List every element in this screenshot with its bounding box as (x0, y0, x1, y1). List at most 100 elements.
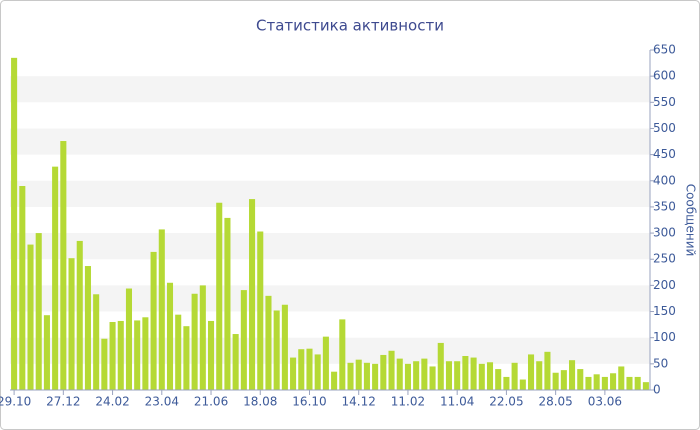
bar (585, 376, 592, 390)
grid-band (10, 128, 650, 155)
bar (626, 376, 633, 390)
bar (175, 314, 182, 390)
bar (93, 294, 100, 390)
bar (478, 363, 485, 390)
x-tick-label: 23.04 (145, 395, 179, 409)
y-tick-label: 500 (653, 121, 676, 135)
bar (134, 320, 141, 390)
bar (207, 320, 215, 390)
bar (290, 357, 297, 390)
bar (363, 362, 370, 390)
bar (421, 358, 428, 390)
y-tick-label: 650 (653, 43, 676, 57)
bar (503, 376, 510, 390)
x-tick-label: 22.05 (489, 395, 523, 409)
bar (569, 360, 576, 390)
bar (224, 217, 231, 390)
bar (232, 334, 239, 390)
bar (60, 141, 67, 390)
bar (462, 356, 469, 390)
bar (552, 372, 559, 390)
bar (331, 371, 338, 390)
bar (117, 320, 124, 390)
bar (265, 295, 272, 390)
bar (413, 361, 420, 390)
bar (445, 361, 453, 390)
bar (544, 351, 551, 390)
y-tick-label: 350 (653, 199, 676, 213)
bar (216, 202, 223, 390)
bar (158, 229, 165, 390)
bar (527, 354, 535, 390)
x-tick-label: 11.04 (440, 395, 474, 409)
bar (35, 233, 42, 390)
chart-title: Статистика активности (256, 17, 444, 35)
y-tick-label: 550 (653, 95, 676, 109)
bar (404, 363, 411, 390)
grid-band (10, 285, 650, 312)
grid-band (10, 76, 650, 103)
x-tick-label: 24.02 (95, 395, 129, 409)
bar (68, 258, 75, 390)
x-tick-label: 11.02 (391, 395, 425, 409)
bar (84, 266, 91, 390)
bar (249, 199, 256, 390)
bar (339, 319, 346, 390)
bar (191, 293, 198, 390)
bar (298, 349, 305, 390)
bar (109, 322, 116, 390)
bar (11, 57, 18, 390)
bar (511, 362, 518, 390)
bar (273, 310, 280, 390)
grid-band (10, 337, 650, 364)
bar (240, 290, 247, 390)
bar (150, 251, 157, 390)
bar (372, 363, 379, 390)
bar (76, 240, 83, 390)
bar (19, 186, 26, 390)
x-tick-label: 18.08 (243, 395, 277, 409)
bar (125, 288, 133, 390)
x-tick-label: 21.06 (194, 395, 228, 409)
bar (101, 338, 108, 390)
y-tick-label: 600 (653, 69, 676, 83)
bar (396, 358, 403, 390)
grid-band (10, 180, 650, 207)
bar (429, 366, 436, 390)
bar (470, 357, 477, 390)
bar (634, 376, 641, 390)
bar (166, 282, 174, 390)
bar (536, 361, 543, 390)
bar (388, 350, 395, 390)
bar (281, 304, 288, 390)
bar (454, 361, 461, 390)
x-tick-label: 28.05 (538, 395, 572, 409)
x-tick-label: 14.12 (342, 395, 376, 409)
bar (577, 369, 584, 390)
bar (486, 362, 494, 390)
bar (52, 166, 59, 390)
x-tick-label: 27.12 (46, 395, 80, 409)
bar (495, 369, 502, 390)
x-tick-label: 03.06 (588, 395, 622, 409)
bar (642, 382, 649, 390)
y-tick-label: 150 (653, 304, 676, 318)
bar (314, 354, 321, 390)
bar (519, 379, 526, 390)
bar (43, 315, 50, 390)
y-tick-label: 400 (653, 173, 676, 187)
y-axis-label: Сообщений (684, 184, 698, 257)
y-tick-label: 100 (653, 330, 676, 344)
grid-band (10, 233, 650, 260)
y-tick-label: 50 (653, 356, 668, 370)
bar (618, 366, 625, 390)
x-tick-label: 16.10 (292, 395, 326, 409)
y-tick-label: 450 (653, 147, 676, 161)
bar (593, 374, 600, 390)
bar (199, 285, 206, 390)
y-tick-label: 200 (653, 278, 676, 292)
bar (380, 354, 387, 390)
bar (601, 376, 608, 390)
bar (257, 231, 264, 390)
